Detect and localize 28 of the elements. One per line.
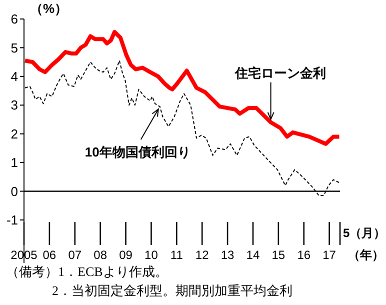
x-tick-label: 15 <box>272 248 286 262</box>
x-tick-label: 14 <box>246 248 260 262</box>
y-tick-label: 1 <box>10 155 18 170</box>
x-tick-label: 17 <box>322 248 336 262</box>
legend-label: 10年物国債利回り <box>84 144 190 160</box>
x-tick-label: 06 <box>42 248 56 262</box>
x-axis-title: （年） <box>348 248 384 262</box>
y-axis-title: （%） <box>30 1 68 16</box>
x-tick-label: 07 <box>68 248 82 262</box>
y-tick-label: 3 <box>10 98 18 113</box>
line-series <box>24 30 340 146</box>
x-tick-label: 10 <box>144 248 158 262</box>
x-tick-label: 12 <box>195 248 210 262</box>
text: 2．当初固定金利型。期間別加重平均金利 <box>52 283 292 298</box>
x-tick-label: 11 <box>170 248 184 262</box>
y-tick-label: -1 <box>6 212 18 228</box>
y-tick-label: 2 <box>10 126 18 142</box>
x-tick-label: 09 <box>119 248 133 262</box>
x-tick-label: 13 <box>220 248 235 262</box>
y-tick-label: 4 <box>10 69 18 84</box>
text: 5（月） <box>343 226 386 240</box>
text: （備考）1．ECBより作成。 <box>6 264 168 279</box>
y-tick-label: 5 <box>10 40 18 56</box>
text: 住宅ローン金利 <box>234 65 326 80</box>
x-tick-label: 16 <box>297 248 311 262</box>
y-tick-label: 6 <box>10 12 18 27</box>
y-tick-label: 0 <box>10 184 18 199</box>
x-tick-label: 08 <box>94 248 108 262</box>
